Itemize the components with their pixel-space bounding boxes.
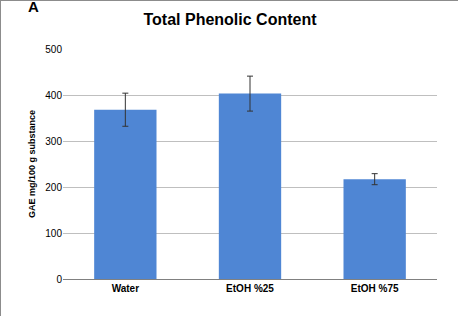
- svg-text:A: A: [28, 1, 39, 15]
- svg-text:EtOH %75: EtOH %75: [351, 283, 399, 294]
- svg-text:0: 0: [56, 274, 62, 285]
- svg-text:Water: Water: [112, 283, 140, 294]
- svg-text:300: 300: [45, 136, 62, 147]
- svg-text:EtOH %25: EtOH %25: [226, 283, 274, 294]
- svg-text:100: 100: [45, 228, 62, 239]
- svg-text:500: 500: [45, 44, 62, 55]
- svg-text:400: 400: [45, 90, 62, 101]
- svg-text:GAE mg/100 g substance: GAE mg/100 g substance: [27, 110, 37, 218]
- svg-text:200: 200: [45, 182, 62, 193]
- svg-text:Total Phenolic Content: Total Phenolic Content: [143, 11, 317, 28]
